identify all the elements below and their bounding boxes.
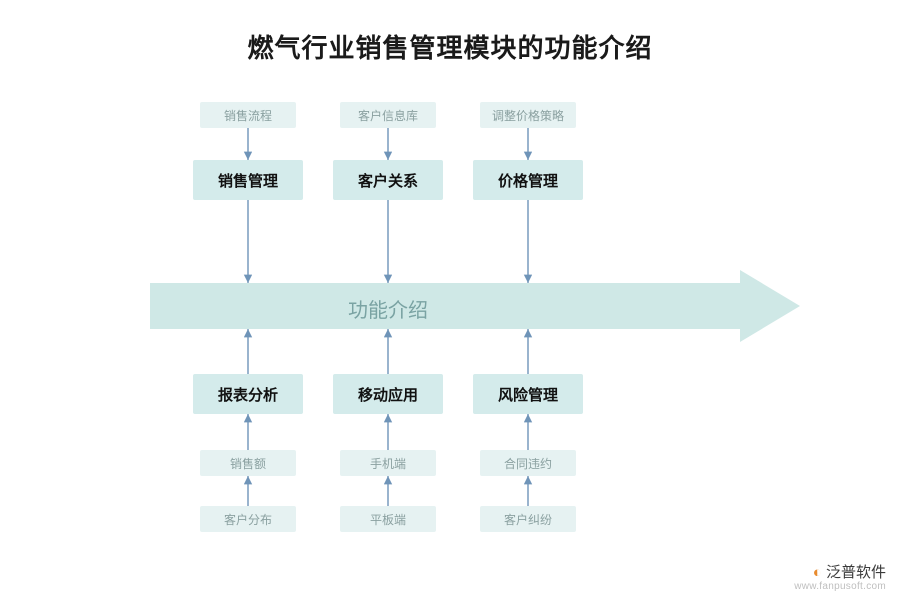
- spine-arrow-body: [150, 283, 740, 329]
- top-main-2: 价格管理: [473, 160, 583, 200]
- watermark: ◐ 泛普软件 www.fanpusoft.com: [794, 565, 886, 593]
- top-small-2: 调整价格策略: [480, 102, 576, 128]
- bottom-small1-2: 合同违约: [480, 450, 576, 476]
- bottom-small1-1: 手机端: [340, 450, 436, 476]
- watermark-url: www.fanpusoft.com: [794, 581, 886, 592]
- bottom-small2-0: 客户分布: [200, 506, 296, 532]
- watermark-brand: ◐ 泛普软件: [794, 565, 886, 582]
- top-main-0: 销售管理: [193, 160, 303, 200]
- top-small-0: 销售流程: [200, 102, 296, 128]
- bottom-small1-0: 销售额: [200, 450, 296, 476]
- center-label: 功能介绍: [348, 294, 428, 323]
- bottom-main-0: 报表分析: [193, 374, 303, 414]
- top-main-1: 客户关系: [333, 160, 443, 200]
- bottom-main-1: 移动应用: [333, 374, 443, 414]
- fishbone-diagram: 功能介绍 销售流程 客户信息库 调整价格策略 销售管理 客户关系 价格管理 报表…: [0, 90, 900, 570]
- spine-arrow-head: [740, 270, 800, 342]
- bottom-small2-2: 客户纠纷: [480, 506, 576, 532]
- page-title: 燃气行业销售管理模块的功能介绍: [0, 28, 900, 65]
- bottom-main-2: 风险管理: [473, 374, 583, 414]
- top-small-1: 客户信息库: [340, 102, 436, 128]
- watermark-brand-text: 泛普软件: [826, 564, 886, 581]
- bottom-small2-1: 平板端: [340, 506, 436, 532]
